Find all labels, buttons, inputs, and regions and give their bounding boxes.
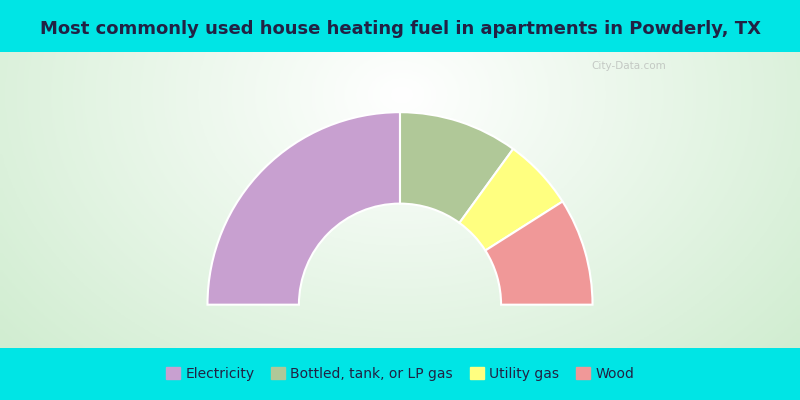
Wedge shape <box>459 149 562 250</box>
Wedge shape <box>400 112 513 223</box>
Legend: Electricity, Bottled, tank, or LP gas, Utility gas, Wood: Electricity, Bottled, tank, or LP gas, U… <box>160 362 640 386</box>
Text: City-Data.com: City-Data.com <box>591 61 666 71</box>
Text: Most commonly used house heating fuel in apartments in Powderly, TX: Most commonly used house heating fuel in… <box>39 20 761 38</box>
Wedge shape <box>486 202 593 305</box>
Wedge shape <box>207 112 400 305</box>
